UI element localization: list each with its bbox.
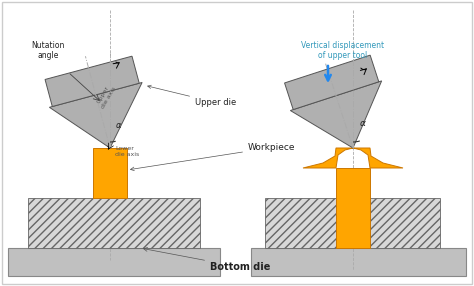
Polygon shape	[291, 81, 382, 148]
Polygon shape	[49, 82, 142, 148]
Bar	[265, 198, 440, 248]
Bar	[8, 248, 220, 276]
Bar	[28, 198, 200, 248]
Text: Upper
die axis: Upper die axis	[95, 83, 117, 109]
Polygon shape	[284, 55, 379, 110]
Text: Vertical displacement
of upper tool: Vertical displacement of upper tool	[301, 41, 384, 60]
Text: $\alpha$: $\alpha$	[359, 119, 367, 128]
Bar	[251, 248, 466, 276]
Text: Bottom die: Bottom die	[144, 247, 270, 272]
Text: Upper die: Upper die	[148, 85, 236, 107]
Text: Lower
die axis: Lower die axis	[115, 146, 139, 157]
Polygon shape	[303, 148, 403, 168]
Bar	[336, 168, 370, 248]
Polygon shape	[45, 56, 139, 106]
Text: $\alpha$: $\alpha$	[115, 122, 122, 130]
Text: Workpiece: Workpiece	[130, 143, 295, 171]
Text: Nutation
angle: Nutation angle	[31, 41, 64, 60]
Bar	[93, 148, 127, 198]
